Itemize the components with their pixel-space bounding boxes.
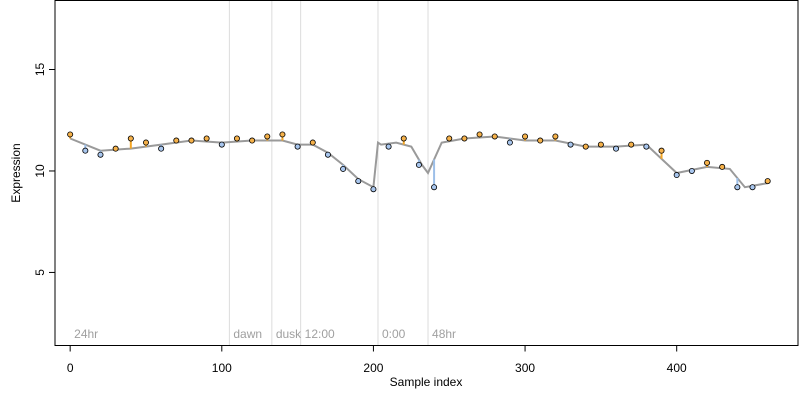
data-point	[158, 145, 165, 152]
data-point	[309, 139, 316, 146]
x-tick-label: 0	[67, 361, 74, 375]
data-point	[719, 163, 726, 170]
vertical-marker-label: 12:00	[305, 327, 335, 341]
x-tick-label: 100	[212, 361, 232, 375]
data-point	[67, 131, 74, 138]
data-point	[567, 141, 574, 148]
data-point	[446, 135, 453, 142]
data-point	[188, 137, 195, 144]
data-point	[582, 143, 589, 150]
y-tick-label: 5	[33, 269, 47, 276]
data-point	[643, 143, 650, 150]
data-point	[552, 133, 559, 140]
data-point	[749, 184, 756, 191]
data-point	[476, 131, 483, 138]
y-tick-label: 15	[33, 63, 47, 77]
data-point	[764, 178, 771, 185]
data-point	[112, 145, 119, 152]
data-point	[613, 145, 620, 152]
data-point	[673, 172, 680, 179]
y-tick-label: 10	[33, 164, 47, 178]
vertical-markers	[228, 0, 429, 346]
data-point	[173, 137, 180, 144]
data-point	[628, 141, 635, 148]
data-point	[127, 135, 134, 142]
vertical-marker-label: dawn	[233, 327, 262, 341]
data-point	[491, 133, 498, 140]
data-point	[522, 133, 529, 140]
data-point	[431, 184, 438, 191]
data-point	[279, 131, 286, 138]
data-point	[142, 139, 149, 146]
x-axis-label: Sample index	[390, 375, 463, 389]
axes: 0 100 200 300 400 5 10 15	[33, 63, 687, 375]
data-point	[400, 135, 407, 142]
vertical-marker-label: 24hr	[74, 327, 98, 341]
data-point	[203, 135, 210, 142]
vertical-marker-label: 48hr	[432, 327, 456, 341]
x-tick-label: 200	[363, 361, 383, 375]
data-point	[370, 186, 377, 193]
data-point	[506, 139, 513, 146]
data-point	[294, 143, 301, 150]
data-point	[218, 141, 225, 148]
data-point	[249, 137, 256, 144]
data-point	[704, 159, 711, 166]
data-point	[734, 184, 741, 191]
data-point	[537, 137, 544, 144]
data-point	[340, 165, 347, 172]
marker-labels: 24hr dawn dusk 12:00 0:00 48hr	[74, 327, 456, 341]
y-axis-label: Expression	[9, 143, 23, 202]
data-point	[97, 151, 104, 158]
vertical-marker-label: 0:00	[382, 327, 406, 341]
data-point	[658, 147, 665, 154]
data-point	[461, 135, 468, 142]
smooth-line-layer	[69, 135, 768, 189]
smooth-line	[69, 135, 768, 189]
x-tick-label: 400	[667, 361, 687, 375]
vertical-marker-label: dusk	[276, 327, 302, 341]
data-point	[415, 161, 422, 168]
plot-frame	[54, 0, 799, 346]
data-point	[385, 143, 392, 150]
data-points	[67, 131, 771, 193]
x-tick-label: 300	[515, 361, 535, 375]
data-point	[355, 178, 362, 185]
data-point	[324, 151, 331, 158]
data-point	[82, 147, 89, 154]
data-point	[233, 135, 240, 142]
data-point	[597, 141, 604, 148]
data-point	[688, 167, 695, 174]
data-point	[264, 133, 271, 140]
